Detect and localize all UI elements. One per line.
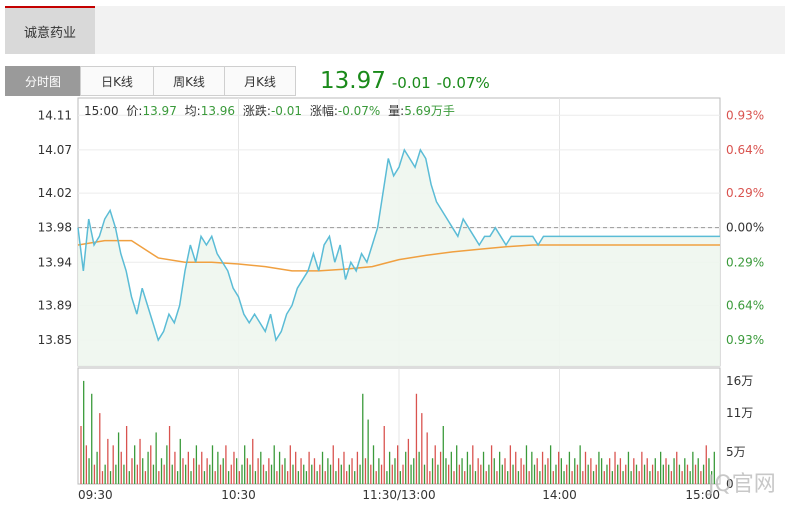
watermark: JQ官网 <box>706 472 776 497</box>
pct-axis-ticks: 0.93% 0.64% 0.29% 0.00% 0.29% 0.64% 0.93% <box>726 108 764 347</box>
pct-tick-label: 0.64% <box>726 143 764 157</box>
time-axis-ticks: 09:30 10:30 11:30/13:00 14:00 15:00 <box>78 488 720 502</box>
time-tick-label: 10:30 <box>221 488 256 502</box>
price-change: -0.01 <box>391 74 431 92</box>
time-tick-label: 14:00 <box>542 488 577 502</box>
volume-tick-label: 16万 <box>726 374 753 388</box>
price-axis-ticks: 14.11 14.07 14.02 13.98 13.94 13.89 13.85 <box>38 108 72 347</box>
price-tick-label: 14.07 <box>38 143 72 157</box>
svg-text:15:00 价:13.97 均:13: 15:00 价:13.97 均:13.96 涨跌:-0.01 涨幅:-0.07%… <box>84 103 455 118</box>
tab-weekly-k[interactable]: 周K线 <box>153 66 225 96</box>
pct-tick-label: 0.64% <box>726 298 764 312</box>
stock-name-tab[interactable]: 诚意药业 <box>5 6 95 54</box>
volume-tick-label: 5万 <box>726 445 746 459</box>
pct-tick-label: 0.29% <box>726 255 764 269</box>
pct-tick-label: 0.93% <box>726 108 764 122</box>
price-area-fill <box>78 149 720 366</box>
intraday-chart-svg: 14.11 14.07 14.02 13.98 13.94 13.89 13.85 0.93… <box>38 97 776 502</box>
volume-axis-ticks: 16万 11万 5万 0 <box>726 374 753 491</box>
title-bar <box>95 6 785 54</box>
quote-summary: 13.97 -0.01 -0.07% <box>320 68 490 94</box>
price-change-pct: -0.07% <box>436 74 490 92</box>
time-tick-label: 11:30/13:00 <box>362 488 435 502</box>
info-vol: 5.69万手 <box>404 104 455 118</box>
info-change-label: 涨跌: <box>243 103 271 118</box>
info-pct-label: 涨幅: <box>310 103 338 118</box>
price-tick-label: 13.89 <box>38 298 72 312</box>
time-tick-label: 15:00 <box>685 488 720 502</box>
stock-name: 诚意药业 <box>23 25 76 41</box>
info-pct: -0.07% <box>338 104 380 118</box>
series-price-line <box>77 148 720 343</box>
pct-tick-label: 0.93% <box>726 333 764 347</box>
time-tick-label: 09:30 <box>78 488 113 502</box>
tab-intraday[interactable]: 分时图 <box>5 66 81 96</box>
price-tick-label: 13.98 <box>38 221 72 235</box>
pct-tick-label: 0.29% <box>726 186 764 200</box>
info-change: -0.01 <box>271 104 302 118</box>
info-vol-label: 量: <box>388 104 404 118</box>
tab-monthly-k[interactable]: 月K线 <box>224 66 296 96</box>
chart-tabs: 分时图 日K线 周K线 月K线 <box>5 66 296 96</box>
info-avg: 13.96 <box>201 104 235 118</box>
series-avg-line <box>77 239 720 272</box>
info-avg-label: 均: <box>185 104 201 118</box>
volume-bars <box>80 380 715 484</box>
price-tick-label: 13.94 <box>38 255 72 269</box>
price-tick-label: 14.02 <box>38 186 72 200</box>
current-price: 13.97 <box>320 68 386 94</box>
intraday-chart: 14.11 14.07 14.02 13.98 13.94 13.89 13.85 0.93… <box>0 96 787 511</box>
tab-daily-k[interactable]: 日K线 <box>80 66 154 96</box>
price-tick-label: 13.85 <box>38 333 72 347</box>
volume-tick-label: 11万 <box>726 406 753 420</box>
volume-tick-label: 0 <box>726 477 734 491</box>
info-time: 15:00 <box>84 104 119 118</box>
pct-tick-label: 0.00% <box>726 221 764 235</box>
info-price-label: 价: <box>126 104 142 118</box>
price-tick-label: 14.11 <box>38 108 72 122</box>
info-price: 13.97 <box>142 104 176 118</box>
